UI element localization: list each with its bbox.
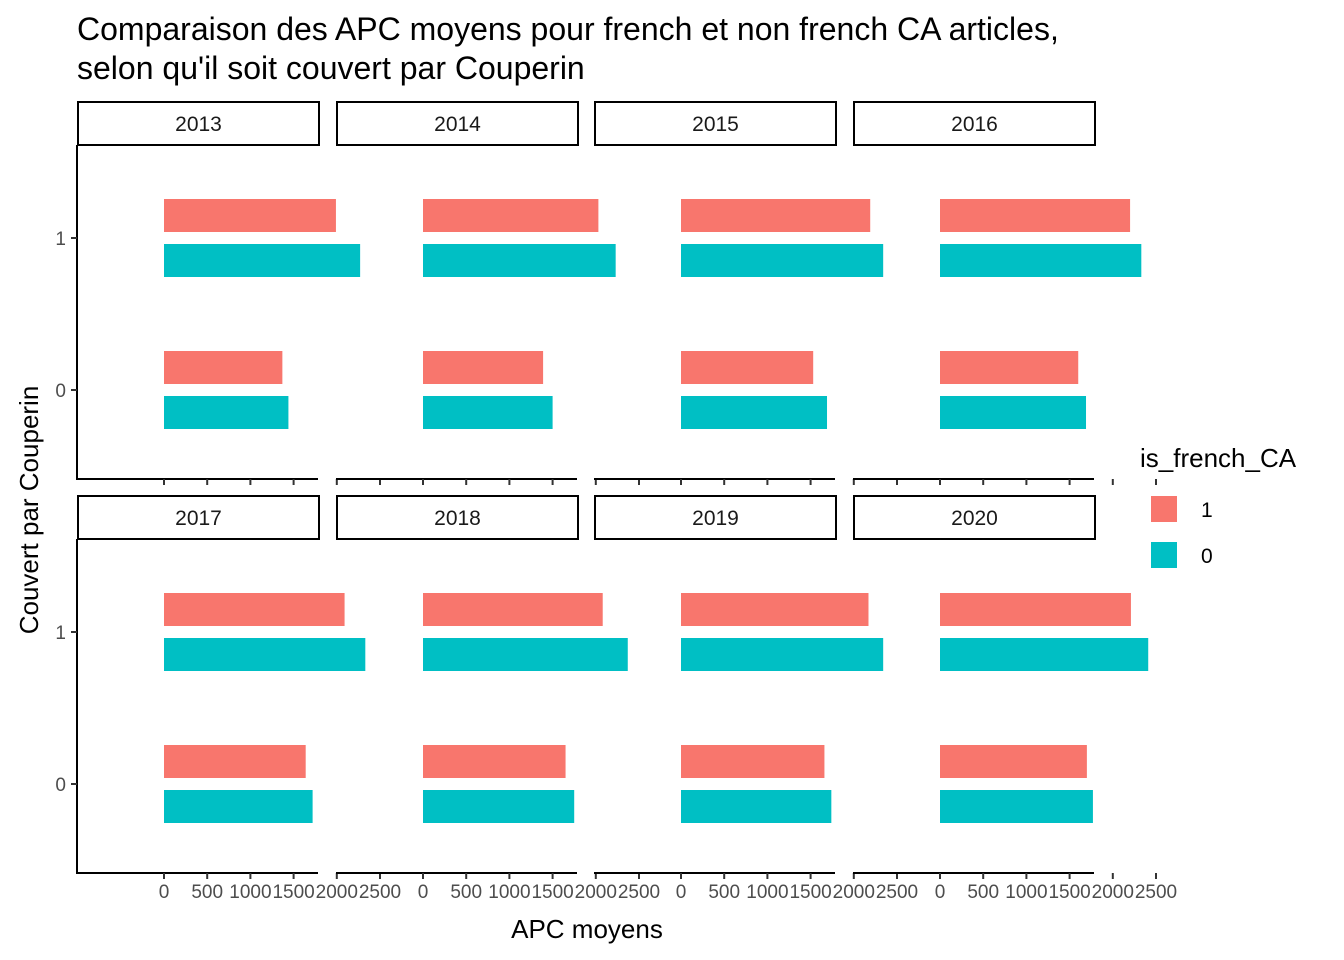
x-tick-label: 1000 <box>229 882 271 903</box>
x-tick-label: 1500 <box>789 882 831 903</box>
facet-strip-label: 2018 <box>434 507 481 530</box>
x-tick-label: 1500 <box>1048 882 1090 903</box>
legend-key-0 <box>1151 542 1177 568</box>
x-tick-label: 2500 <box>1135 882 1177 903</box>
facet-strip-label: 2015 <box>692 113 739 136</box>
x-tick-label: 2000 <box>316 882 358 903</box>
x-tick-label: 0 <box>159 882 170 903</box>
x-tick-label: 0 <box>935 882 946 903</box>
bar-2015-couvert-1-french-1 <box>681 199 871 232</box>
x-tick-label: 2500 <box>876 882 918 903</box>
x-tick-label: 1000 <box>1005 882 1047 903</box>
bar-2017-couvert-1-french-1 <box>164 593 345 626</box>
facet-strip-2017 <box>77 495 320 540</box>
bar-2017-couvert-0-french-1 <box>164 745 306 778</box>
bar-2019-couvert-1-french-0 <box>681 638 884 671</box>
x-tick-label: 0 <box>676 882 687 903</box>
bar-2020-couvert-1-french-1 <box>940 593 1131 626</box>
x-tick-label: 1500 <box>272 882 314 903</box>
bar-2018-couvert-1-french-1 <box>423 593 603 626</box>
bar-2015-couvert-1-french-0 <box>681 244 884 277</box>
legend-label-0: 0 <box>1201 545 1213 568</box>
facet-strip-label: 2014 <box>434 113 481 136</box>
y-tick-label: 1 <box>55 623 66 644</box>
bar-2015-couvert-0-french-0 <box>681 396 828 429</box>
bar-2019-couvert-0-french-0 <box>681 790 832 823</box>
y-tick-label: 0 <box>55 775 66 796</box>
bar-2018-couvert-0-french-0 <box>423 790 575 823</box>
chart-title-line-1: Comparaison des APC moyens pour french e… <box>77 11 1059 47</box>
y-tick-label: 1 <box>55 229 66 250</box>
x-tick-label: 0 <box>418 882 429 903</box>
bar-2013-couvert-0-french-1 <box>164 351 283 384</box>
bar-2020-couvert-0-french-0 <box>940 790 1093 823</box>
facet-strip-2014 <box>336 101 579 146</box>
bar-2013-couvert-0-french-0 <box>164 396 289 429</box>
facet-panel-2016: 2016 <box>853 101 1157 485</box>
bar-2017-couvert-1-french-0 <box>164 638 366 671</box>
legend-label-1: 1 <box>1201 499 1213 522</box>
bar-2016-couvert-1-french-1 <box>940 199 1131 232</box>
facet-strip-2020 <box>853 495 1096 540</box>
bar-2016-couvert-0-french-0 <box>940 396 1087 429</box>
facet-strip-2018 <box>336 495 579 540</box>
facet-panel-2015: 2015 <box>594 101 898 485</box>
bar-2018-couvert-0-french-1 <box>423 745 566 778</box>
bar-2013-couvert-1-french-0 <box>164 244 361 277</box>
bar-2016-couvert-0-french-1 <box>940 351 1079 384</box>
facet-strip-label: 2019 <box>692 507 739 530</box>
x-tick-label: 500 <box>708 882 740 903</box>
bar-2019-couvert-0-french-1 <box>681 745 825 778</box>
bar-2015-couvert-0-french-1 <box>681 351 814 384</box>
x-tick-label: 2000 <box>575 882 617 903</box>
legend-key-1 <box>1151 496 1177 522</box>
x-tick-label: 2000 <box>1092 882 1134 903</box>
x-tick-label: 500 <box>967 882 999 903</box>
facet-strip-label: 2017 <box>175 507 222 530</box>
facet-strip-label: 2016 <box>951 113 998 136</box>
y-tick-label: 0 <box>55 381 66 402</box>
facet-strip-label: 2020 <box>951 507 998 530</box>
bar-2017-couvert-0-french-0 <box>164 790 313 823</box>
bar-2013-couvert-1-french-1 <box>164 199 336 232</box>
bar-2014-couvert-1-french-0 <box>423 244 616 277</box>
facet-strip-2013 <box>77 101 320 146</box>
x-tick-label: 1500 <box>531 882 573 903</box>
bar-2018-couvert-1-french-0 <box>423 638 628 671</box>
bar-2016-couvert-1-french-0 <box>940 244 1142 277</box>
facet-panel-2017: 2017 0 500 1000 1500 2000 2500 1 0 <box>55 495 401 903</box>
x-tick-label: 1000 <box>746 882 788 903</box>
facet-strip-2016 <box>853 101 1096 146</box>
y-axis-title: Couvert par Couperin <box>14 386 44 635</box>
bar-2014-couvert-1-french-1 <box>423 199 599 232</box>
facet-panel-2013: 2013 1 0 <box>55 101 381 485</box>
bar-2020-couvert-1-french-0 <box>940 638 1149 671</box>
x-tick-label: 2500 <box>618 882 660 903</box>
legend: is_french_CA 1 0 <box>1140 443 1297 568</box>
bar-2014-couvert-0-french-0 <box>423 396 553 429</box>
x-tick-label: 2000 <box>833 882 875 903</box>
facet-strip-label: 2013 <box>175 113 222 136</box>
x-axis-title: APC moyens <box>511 914 663 944</box>
facet-panel-2014: 2014 <box>336 101 640 485</box>
x-tick-label: 500 <box>191 882 223 903</box>
bar-2020-couvert-0-french-1 <box>940 745 1087 778</box>
bar-2019-couvert-1-french-1 <box>681 593 869 626</box>
bar-2014-couvert-0-french-1 <box>423 351 544 384</box>
legend-title: is_french_CA <box>1140 443 1297 473</box>
chart-title-line-2: selon qu'il soit couvert par Couperin <box>77 50 585 86</box>
x-tick-label: 2500 <box>359 882 401 903</box>
facet-strip-2015 <box>594 101 837 146</box>
facet-strip-2019 <box>594 495 837 540</box>
x-tick-label: 1000 <box>488 882 530 903</box>
x-tick-label: 500 <box>450 882 482 903</box>
